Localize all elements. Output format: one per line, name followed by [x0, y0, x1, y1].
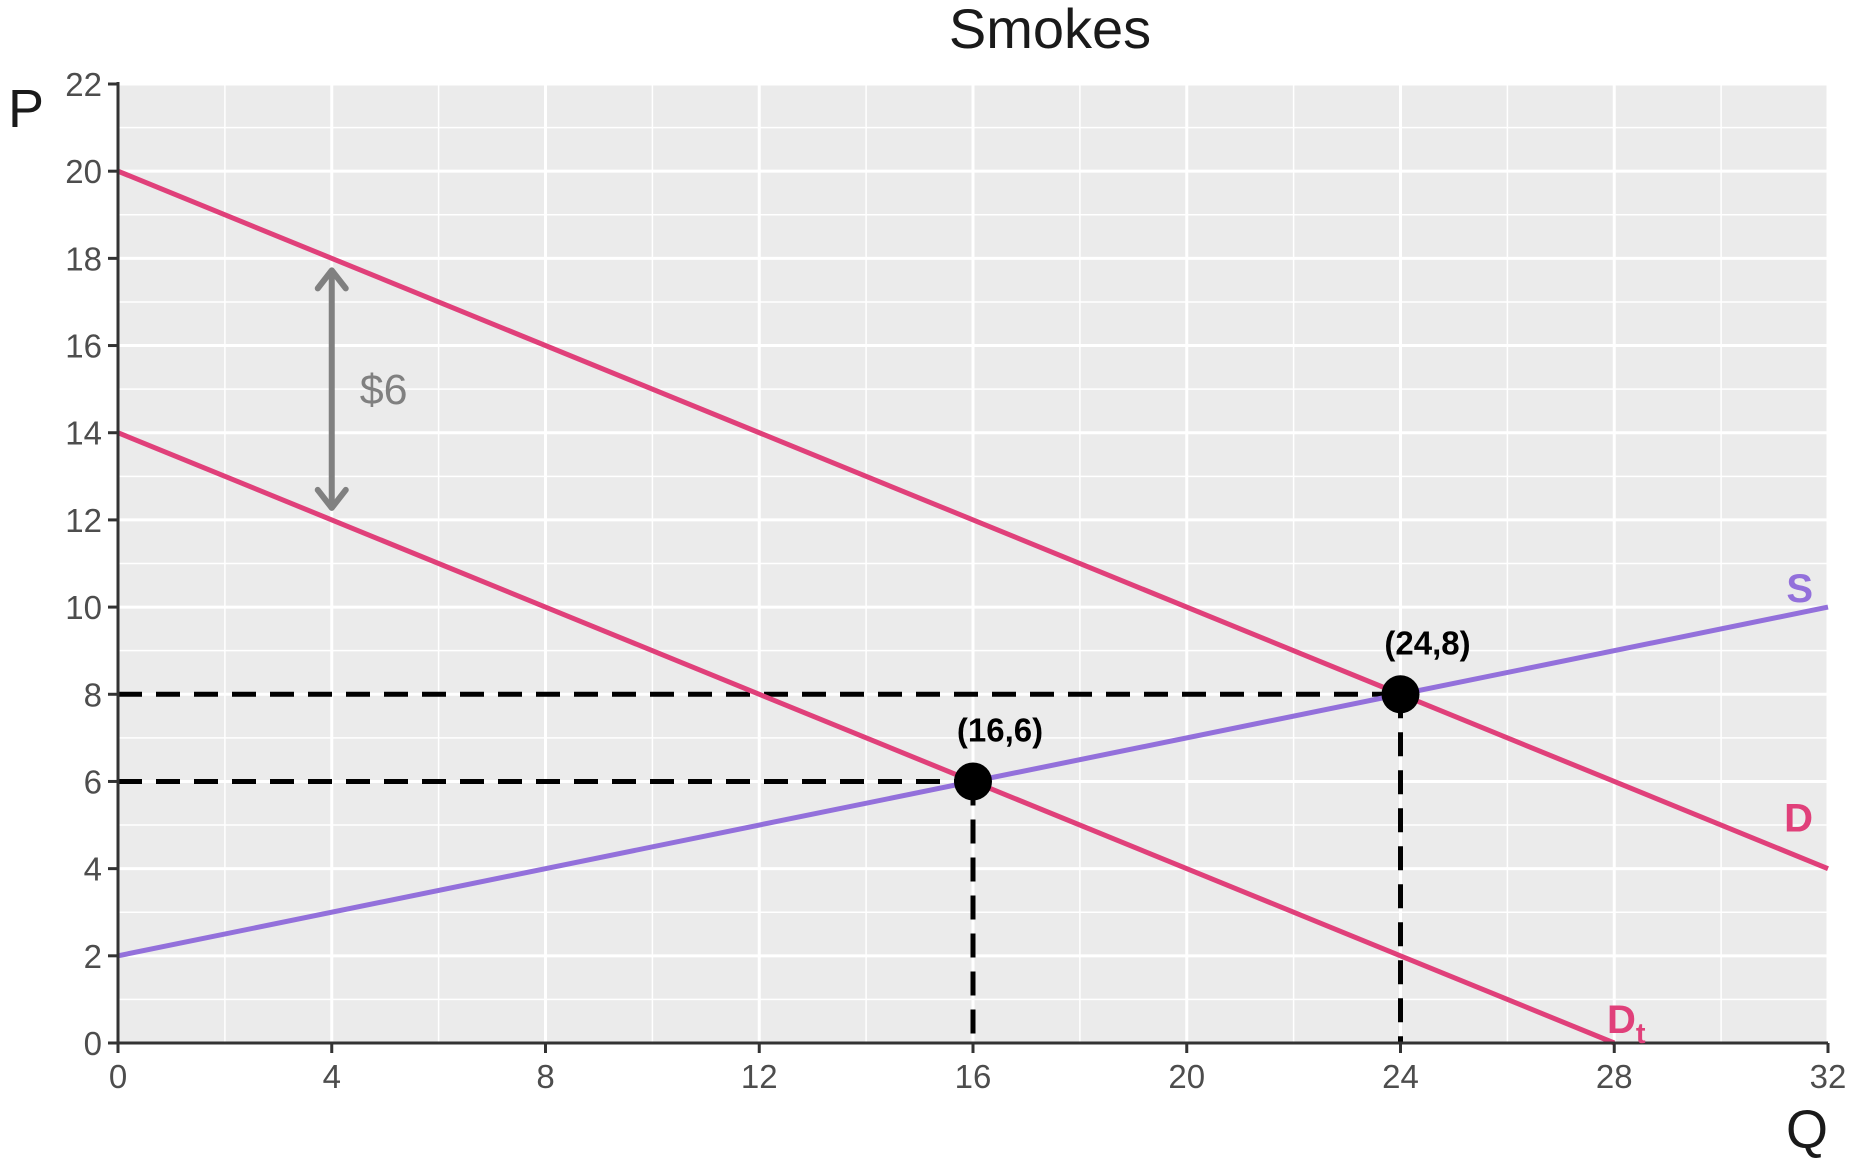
point-label: (24,8) [1384, 624, 1470, 661]
x-tick-label: 4 [323, 1058, 341, 1095]
x-tick-label: 8 [536, 1058, 554, 1095]
series-label: D [1784, 797, 1813, 841]
tax-arrow-label: $6 [360, 366, 408, 414]
y-tick-label: 0 [84, 1025, 102, 1062]
x-tick-labels: 0 4 8 12 16 20 24 28 32 [109, 1058, 1847, 1095]
y-tick-labels: 0 2 4 6 8 10 12 14 16 18 20 22 [65, 66, 102, 1062]
series-label-subscript: t [1636, 1018, 1646, 1050]
x-tick-label: 24 [1382, 1058, 1419, 1095]
y-tick-label: 22 [65, 66, 102, 103]
y-tick-label: 4 [84, 851, 102, 888]
x-tick-label: 12 [741, 1058, 778, 1095]
y-tick-label: 6 [84, 763, 102, 800]
x-tick-label: 16 [955, 1058, 992, 1095]
equilibrium-points: (16,6) (24,8) [954, 624, 1471, 801]
y-tick-label: 8 [84, 676, 102, 713]
series-label: S [1786, 567, 1813, 611]
x-tick-label: 28 [1596, 1058, 1633, 1095]
point-label: (16,6) [957, 711, 1043, 748]
series-line-dt [117, 430, 1616, 1046]
x-tick-label: 20 [1168, 1058, 1205, 1095]
y-tick-label: 10 [65, 589, 102, 626]
series-line-d [117, 168, 1829, 871]
y-tick-label: 18 [65, 240, 102, 277]
axes [108, 82, 1830, 1053]
y-tick-label: 20 [65, 153, 102, 190]
chart-title: Smokes [949, 0, 1151, 60]
y-tick-label: 14 [65, 415, 102, 452]
equilibrium-point [954, 762, 992, 801]
y-tick-label: 12 [65, 502, 102, 539]
tax-arrow: $6 [314, 267, 408, 511]
x-tick-label: 0 [109, 1058, 127, 1095]
y-axis-title: P [8, 79, 44, 139]
y-tick-label: 2 [84, 938, 102, 975]
x-tick-label: 32 [1810, 1058, 1847, 1095]
equilibrium-point [1381, 675, 1420, 714]
tax-arrow-head-up [314, 267, 349, 292]
x-axis-title: Q [1786, 1100, 1828, 1160]
dashed-guides [118, 691, 1403, 1043]
tax-arrow-head-down [314, 486, 349, 511]
y-tick-label: 16 [65, 328, 102, 365]
